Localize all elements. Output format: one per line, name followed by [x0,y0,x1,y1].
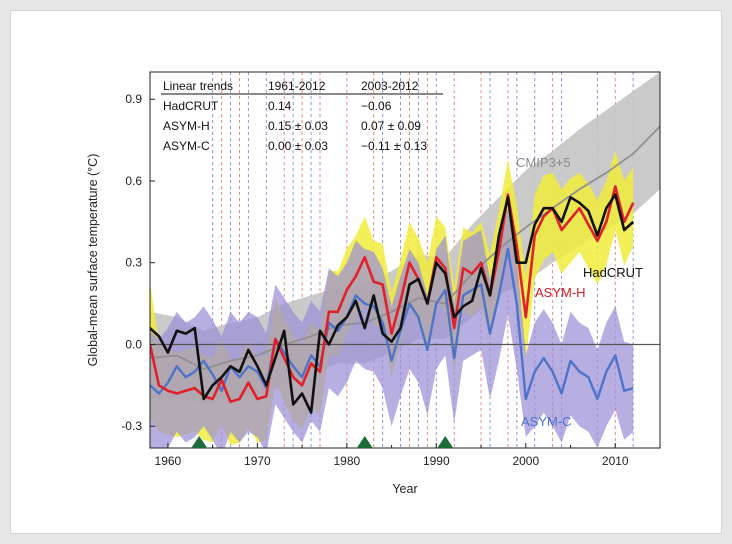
label-asym-c: ASYM-C [521,414,572,429]
table-cell: HadCRUT [163,99,219,113]
x-tick-label: 2000 [512,454,539,468]
series-line-hadcrut [150,193,635,414]
label-asym-h: ASYM-H [535,285,586,300]
y-tick-label: 0.3 [125,256,142,270]
x-tick-label: 2010 [602,454,629,468]
y-tick-label: 0.9 [125,92,142,106]
table-cell: 0.15 ± 0.03 [268,119,328,133]
table-cell: ASYM-C [163,139,210,153]
table-cell: −0.11 ± 0.13 [361,139,427,153]
table-header: 2003-2012 [361,79,419,93]
temperature-chart: 1960 1970 1980 1990 2000 2010 -0.3 0.0 0.3 0.6 0.9… [86,71,661,496]
y-tick-label: 0.0 [125,337,142,351]
y-tick-label: 0.6 [125,174,142,188]
eruption-marker [356,436,373,448]
x-tick-label: 1960 [155,454,182,468]
table-cell: ASYM-H [163,119,210,133]
table-cell: −0.06 [361,99,392,113]
table-cell: 0.07 ± 0.09 [361,119,421,133]
y-axis-title: Global-mean surface temperature (°C) [86,154,100,367]
label-hadcrut: HadCRUT [583,265,643,280]
y-tick-label: -0.3 [121,419,142,433]
table-cell: 0.00 ± 0.03 [268,139,328,153]
eruption-marker [191,436,208,448]
x-tick-label: 1990 [423,454,450,468]
x-tick-label: 1970 [244,454,271,468]
table-cell: 0.14 [268,99,292,113]
label-cmip3-5: CMIP3+5 [516,155,571,170]
x-axis-title: Year [392,482,417,496]
plot-border [149,71,661,449]
table-header: 1961-2012 [268,79,326,93]
table-header: Linear trends [163,79,233,93]
x-tick-label: 1980 [333,454,360,468]
figure-frame: 1960 1970 1980 1990 2000 2010 -0.3 0.0 0.3 0.6 0.9… [10,10,722,534]
eruption-marker [437,436,454,448]
